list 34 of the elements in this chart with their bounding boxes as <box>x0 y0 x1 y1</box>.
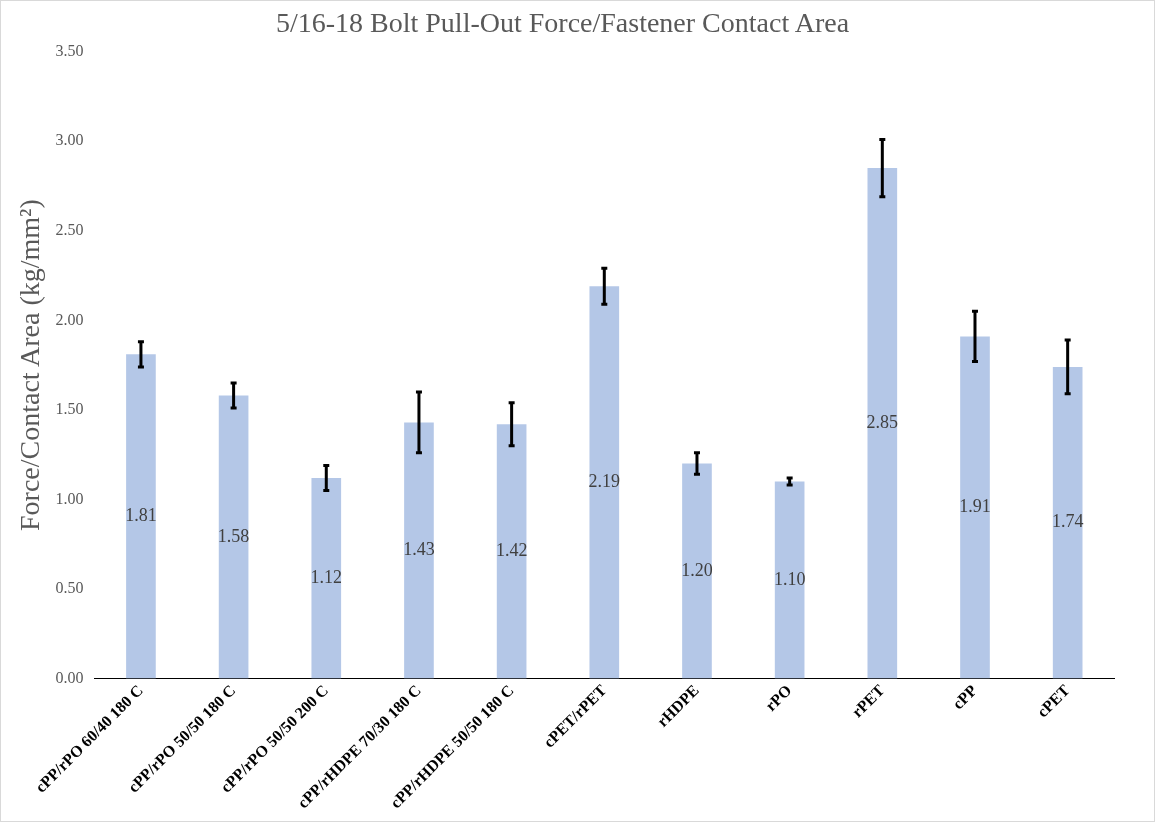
bar <box>589 286 620 679</box>
y-tick-label: 2.00 <box>55 310 84 328</box>
y-axis-title: Force/Contact Area (kg/mm²) <box>14 199 46 532</box>
bar <box>311 477 342 679</box>
y-tick-label: 1.00 <box>55 489 84 507</box>
y-tick-label: 3.50 <box>55 41 84 59</box>
bar <box>682 463 712 679</box>
y-tick-label: 3.00 <box>55 131 84 149</box>
data-label: 1.43 <box>403 539 435 560</box>
bar <box>496 424 527 679</box>
data-label: 1.42 <box>495 540 528 561</box>
data-label: 2.85 <box>866 412 899 433</box>
data-label: 1.81 <box>125 505 157 526</box>
bar <box>1052 366 1083 679</box>
bar <box>774 481 805 679</box>
y-tick-label: 2.50 <box>55 220 84 238</box>
data-label: 1.12 <box>310 567 343 588</box>
bar <box>218 395 249 679</box>
y-tick-label: 0.00 <box>55 668 84 686</box>
bar <box>960 336 990 679</box>
x-tick-label: cPP <box>949 681 981 713</box>
x-tick-label: rPO <box>761 681 795 715</box>
bar <box>404 422 434 679</box>
data-label: 1.91 <box>959 496 991 517</box>
y-tick-label: 0.50 <box>55 579 84 597</box>
data-label: 1.10 <box>773 568 806 589</box>
chart-title: 5/16-18 Bolt Pull-Out Force/Fastener Contact Area <box>275 7 850 39</box>
bar <box>867 168 898 679</box>
data-label: 2.19 <box>588 471 621 492</box>
data-label: 1.20 <box>681 559 713 580</box>
y-tick-label: 1.50 <box>55 400 84 418</box>
data-label: 1.74 <box>1051 511 1084 532</box>
data-label: 1.58 <box>217 525 250 546</box>
bar <box>126 354 156 679</box>
